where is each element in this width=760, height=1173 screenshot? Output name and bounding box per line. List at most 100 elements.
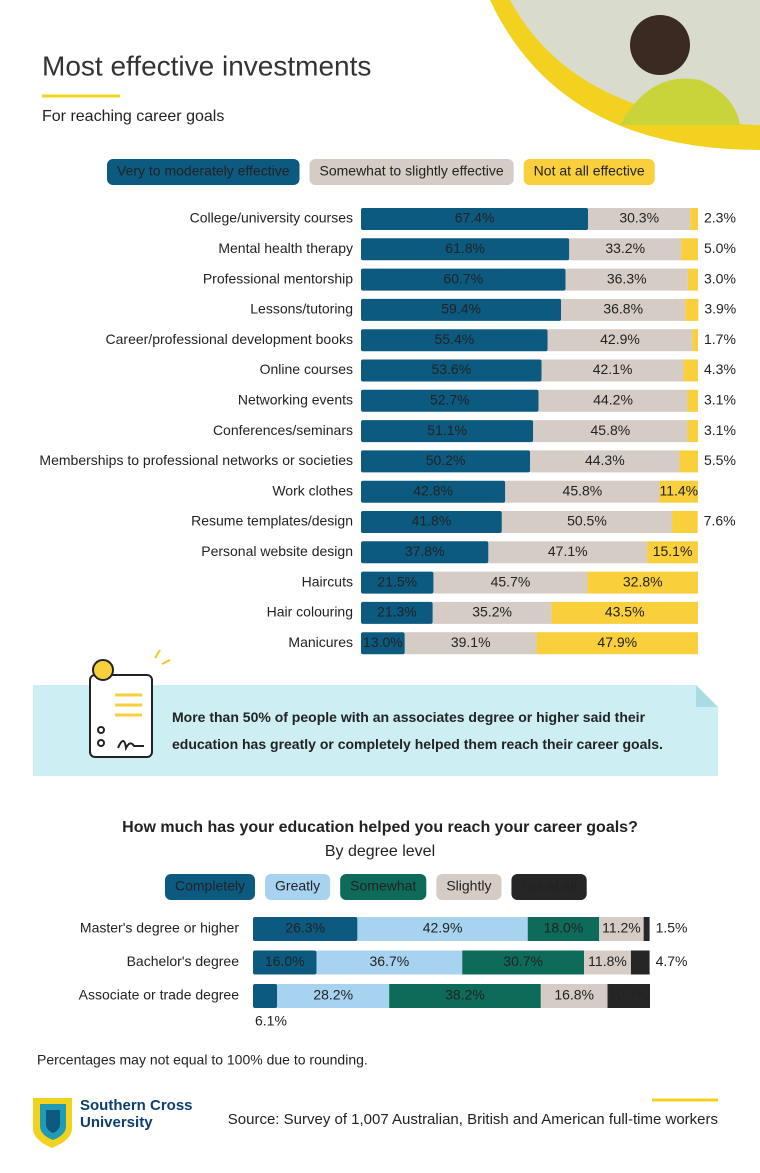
value-label: 50.2% bbox=[426, 452, 466, 468]
bar-segment bbox=[361, 450, 531, 473]
bar-segment bbox=[687, 389, 698, 412]
callout-fold bbox=[696, 685, 718, 707]
source: Source: Survey of 1,007 Australian, Brit… bbox=[228, 1111, 718, 1128]
callout-rest-2: education has greatly or completely help… bbox=[172, 736, 663, 752]
legend-item: Completely bbox=[165, 874, 256, 900]
category-label: Mental health therapy bbox=[218, 240, 353, 256]
bar-segment bbox=[672, 511, 698, 533]
bar-segment bbox=[551, 601, 698, 624]
bar-segment bbox=[361, 389, 539, 412]
value-label: 3.1% bbox=[704, 392, 736, 408]
value-label: 4.7% bbox=[656, 953, 688, 969]
subtitle: For reaching career goals bbox=[42, 108, 224, 125]
bar-segment bbox=[561, 298, 686, 321]
value-label: 47.9% bbox=[597, 634, 637, 650]
bar-segment bbox=[361, 541, 489, 564]
category-label: Haircuts bbox=[302, 573, 353, 589]
bar-segment bbox=[607, 984, 650, 1008]
value-label: 52.7% bbox=[430, 392, 470, 408]
category-label: Resume templates/design bbox=[191, 513, 353, 529]
bar-segment bbox=[361, 601, 433, 624]
value-label: 51.1% bbox=[427, 422, 467, 438]
value-label: 3.0% bbox=[704, 270, 736, 286]
bar-segment bbox=[253, 984, 278, 1008]
bar-segment bbox=[647, 541, 698, 564]
category-label: Online courses bbox=[260, 361, 353, 377]
value-label: 36.3% bbox=[607, 270, 647, 286]
value-label: 45.7% bbox=[491, 573, 531, 589]
value-label: 47.1% bbox=[548, 543, 588, 559]
bar-segment bbox=[681, 238, 698, 261]
value-label: 18.0% bbox=[544, 920, 584, 936]
bar-segment bbox=[536, 632, 698, 655]
bar-segment bbox=[588, 208, 691, 230]
value-label: 1.5% bbox=[656, 920, 688, 936]
legend-swatch bbox=[265, 874, 331, 900]
logo-text: Southern Cross bbox=[80, 1097, 193, 1114]
bar-segment bbox=[659, 480, 698, 503]
bar-segment bbox=[361, 298, 562, 321]
value-label: 26.3% bbox=[285, 920, 325, 936]
value-label: 60.7% bbox=[443, 270, 483, 286]
category-label: Bachelor's degree bbox=[127, 953, 240, 969]
bar-segment bbox=[488, 541, 648, 564]
bar-segment bbox=[361, 329, 548, 352]
category-label: Conferences/seminars bbox=[213, 422, 353, 438]
legend-swatch bbox=[309, 159, 514, 185]
bar-segment bbox=[253, 950, 317, 975]
category-label: Work clothes bbox=[272, 482, 353, 498]
value-label: 37.8% bbox=[405, 543, 445, 559]
bar-segment bbox=[316, 950, 463, 975]
value-label: 21.5% bbox=[377, 573, 417, 589]
footnote: Percentages may not equal to 100% due to… bbox=[37, 1052, 368, 1068]
category-label: Personal website design bbox=[201, 543, 353, 559]
bar-segment bbox=[679, 450, 698, 473]
bar-segment bbox=[547, 329, 693, 352]
category-label: Career/professional development books bbox=[106, 331, 353, 347]
bar-segment bbox=[538, 389, 688, 412]
value-label: 39.1% bbox=[451, 634, 491, 650]
value-label: 28.2% bbox=[313, 987, 353, 1003]
bar-segment bbox=[587, 571, 698, 594]
bar-segment bbox=[253, 917, 358, 941]
value-label: 41.8% bbox=[412, 513, 452, 529]
bar-segment bbox=[530, 450, 680, 473]
title: Most effective investments bbox=[42, 50, 371, 81]
category-label: Manicures bbox=[288, 634, 353, 650]
bar-segment bbox=[687, 420, 698, 443]
value-label: 42.8% bbox=[413, 482, 453, 498]
value-label: 7.6% bbox=[704, 513, 736, 529]
value-label: 2.3% bbox=[704, 210, 736, 226]
bar-segment bbox=[462, 950, 585, 975]
callout-rest: of people with an associates degree or h… bbox=[271, 709, 646, 725]
category-label: Networking events bbox=[238, 392, 353, 408]
legend-label: Completely bbox=[175, 878, 245, 894]
bar-segment bbox=[599, 917, 644, 941]
bar-segment bbox=[540, 984, 608, 1008]
photo-figure bbox=[630, 15, 690, 75]
bar-segment bbox=[361, 420, 534, 443]
legend-item: Not at all bbox=[511, 874, 587, 900]
legend-swatch bbox=[436, 874, 502, 900]
callout-box bbox=[33, 685, 718, 776]
value-label: 42.1% bbox=[593, 361, 633, 377]
value-label: 38.2% bbox=[445, 987, 485, 1003]
category-label: Lessons/tutoring bbox=[250, 301, 353, 317]
legend-label: Slightly bbox=[446, 878, 491, 894]
value-label: 35.2% bbox=[472, 604, 512, 620]
value-label: 5.0% bbox=[704, 240, 736, 256]
legend-swatch bbox=[107, 159, 300, 185]
value-label: 67.4% bbox=[455, 210, 495, 226]
legend-item: Very to moderately effective bbox=[107, 159, 300, 185]
value-label: 45.8% bbox=[591, 422, 631, 438]
bar-segment bbox=[432, 601, 552, 624]
bar-segment bbox=[505, 480, 660, 503]
legend-label: Somewhat bbox=[350, 878, 416, 894]
value-label: 16.0% bbox=[265, 953, 305, 969]
value-label: 3.9% bbox=[704, 301, 736, 317]
bar-segment bbox=[361, 268, 566, 291]
legend-label: Very to moderately effective bbox=[117, 163, 290, 179]
chart2-subtitle: By degree level bbox=[325, 843, 435, 860]
bar-segment bbox=[361, 511, 502, 533]
